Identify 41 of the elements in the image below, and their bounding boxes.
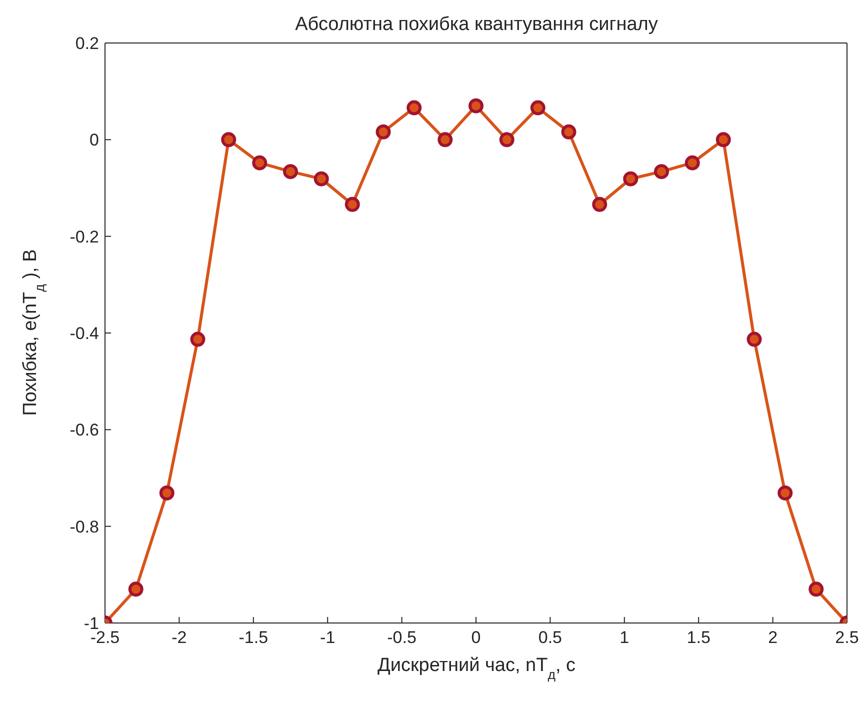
point: [376, 124, 391, 140]
x-tick-label: -2: [172, 628, 187, 648]
point: [221, 132, 236, 148]
x-tick-label: 1.5: [686, 628, 710, 648]
y-tick-label: -0.8: [70, 517, 99, 536]
y-tick-label: -0.4: [70, 324, 99, 344]
chart-title: Абсолютна похибка квантування сигналу: [295, 14, 658, 35]
x-tick-label: -0.5: [387, 628, 416, 648]
y-tick-label: 0: [90, 130, 99, 150]
point: [746, 332, 762, 347]
point: [499, 132, 514, 148]
point: [438, 132, 453, 148]
point: [592, 196, 608, 212]
point: [808, 582, 824, 597]
point: [684, 155, 700, 170]
x-tick-label: 1: [620, 628, 630, 648]
point: [128, 582, 144, 597]
x-tick-label: 2: [768, 628, 778, 648]
point: [468, 98, 484, 114]
point: [716, 132, 731, 148]
point: [406, 100, 422, 116]
y-tick-label: 0.2: [75, 34, 99, 54]
y-tick-label: -0.2: [70, 227, 99, 246]
x-tick-label: 0: [471, 628, 481, 648]
x-axis-title: Дискретний час, nT$_{д}$, с: [377, 655, 576, 682]
x-tick-label: 0.5: [538, 628, 562, 648]
point: [623, 171, 638, 186]
point: [344, 196, 360, 212]
x-tick-label: -1.5: [238, 628, 268, 648]
point: [530, 100, 546, 116]
point: [314, 171, 329, 186]
point: [778, 485, 793, 500]
point: [283, 164, 298, 180]
point: [654, 164, 669, 180]
y-tick-label: -0.6: [70, 420, 99, 440]
x-tick-label: -1: [320, 628, 336, 648]
x-tick-label: 2.5: [835, 628, 859, 648]
point: [252, 155, 268, 170]
point: [561, 124, 576, 140]
point: [159, 485, 174, 500]
point: [190, 332, 206, 347]
